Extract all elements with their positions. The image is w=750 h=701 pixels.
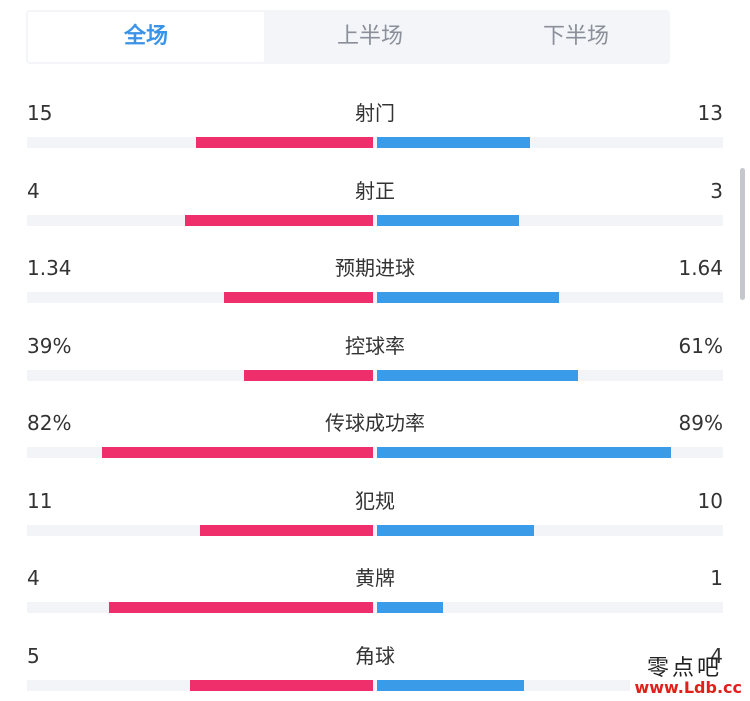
home-value: 1.34 — [27, 256, 72, 280]
away-bar — [377, 292, 559, 303]
home-value: 11 — [27, 488, 53, 513]
away-value: 1 — [710, 566, 723, 590]
away-value: 10 — [697, 488, 723, 513]
stat-bar-track — [27, 447, 723, 458]
stat-label: 黄牌 — [355, 566, 395, 590]
stat-bar-track — [27, 524, 723, 536]
stat-row: 39% 控球率 61% — [0, 331, 750, 391]
home-bar — [196, 137, 373, 148]
tab-first-half[interactable]: 上半场 — [336, 24, 403, 49]
stat-label: 犯规 — [355, 488, 395, 513]
stat-label: 射门 — [355, 101, 395, 125]
stat-bar-track — [27, 602, 723, 613]
stat-row: 15 射门 13 — [0, 98, 750, 158]
stat-row: 5 角球 4 — [0, 641, 750, 701]
home-value: 82% — [27, 411, 72, 435]
away-bar — [377, 369, 578, 381]
home-value: 5 — [27, 643, 40, 668]
home-bar — [190, 679, 373, 691]
away-bar — [377, 524, 534, 536]
home-bar — [224, 292, 373, 303]
stat-label: 角球 — [355, 643, 395, 668]
stat-label: 射正 — [355, 178, 395, 203]
stat-bar-track — [27, 137, 723, 148]
away-bar — [377, 602, 443, 613]
stat-label: 传球成功率 — [325, 411, 425, 435]
stat-bar-track — [27, 292, 723, 303]
home-bar — [200, 524, 373, 536]
stat-row: 11 犯规 10 — [0, 486, 750, 546]
watermark-text: 零点吧 — [646, 656, 722, 681]
stat-row: 4 黄牌 1 — [0, 563, 750, 623]
stat-row: 1.34 预期进球 1.64 — [0, 253, 750, 313]
home-bar — [102, 447, 373, 458]
stat-label: 控球率 — [345, 333, 405, 358]
period-tabs: 全场 上半场 下半场 — [26, 10, 670, 64]
home-value: 4 — [27, 566, 40, 590]
watermark-url: www.Ldb.cc — [630, 678, 746, 698]
stat-row: 4 射正 3 — [0, 176, 750, 236]
stat-label: 预期进球 — [335, 256, 415, 280]
away-value: 4 — [710, 643, 723, 668]
home-bar — [109, 602, 373, 613]
away-value: 3 — [710, 178, 723, 203]
stat-bar-track — [27, 679, 723, 691]
away-value: 61% — [678, 333, 723, 358]
away-value: 1.64 — [678, 256, 723, 280]
stat-row: 82% 传球成功率 89% — [0, 408, 750, 468]
away-bar — [377, 214, 519, 226]
away-bar — [377, 137, 530, 148]
tab-full-match[interactable]: 全场 — [28, 12, 264, 62]
away-bar — [377, 447, 671, 458]
away-bar — [377, 679, 524, 691]
stat-bar-track — [27, 369, 723, 381]
scrollbar[interactable] — [740, 168, 745, 300]
home-value: 15 — [27, 101, 53, 125]
home-bar — [244, 369, 373, 381]
stat-bar-track — [27, 214, 723, 226]
home-bar — [185, 214, 373, 226]
away-value: 89% — [678, 411, 723, 435]
tab-second-half[interactable]: 下半场 — [542, 24, 609, 49]
home-value: 39% — [27, 333, 72, 358]
away-value: 13 — [697, 101, 723, 125]
home-value: 4 — [27, 178, 40, 203]
